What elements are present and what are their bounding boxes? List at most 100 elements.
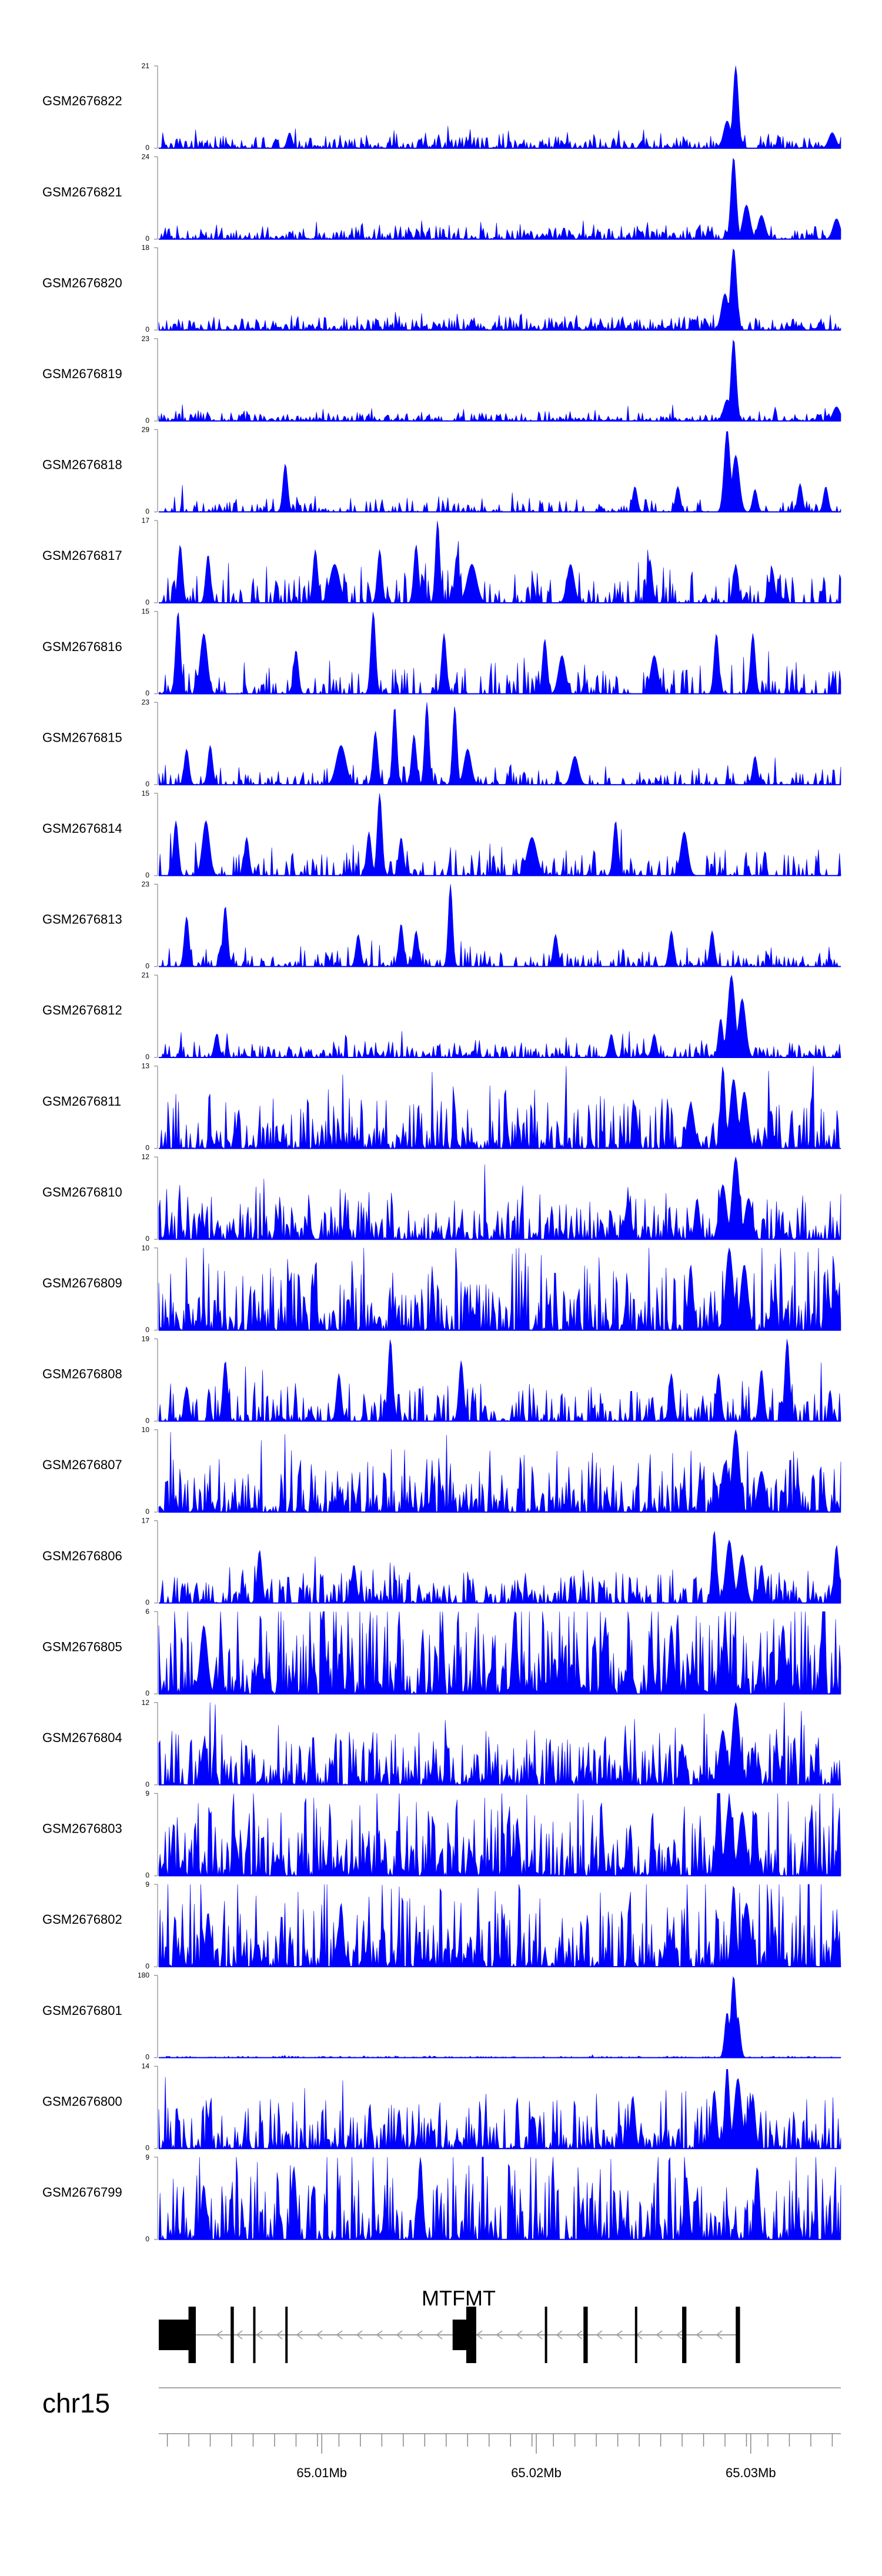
track-GSM2676817: GSM2676817 17 0: [42, 516, 841, 606]
coverage-area: [158, 65, 841, 149]
chromosome-label: chr15: [42, 2388, 110, 2418]
track-GSM2676816: GSM2676816 15 0: [42, 608, 841, 698]
strand-arrow: [476, 2330, 483, 2340]
y-tick-zero-label: 0: [145, 1144, 149, 1152]
strand-arrow: [376, 2330, 383, 2340]
genome-axis: chr15 65.01Mb 65.02Mb 65.03Mb: [42, 2387, 841, 2480]
coverage-area: [158, 1339, 841, 1422]
y-tick-zero-label: 0: [145, 416, 149, 425]
track-GSM2676801: GSM2676801 180 0: [42, 1971, 841, 2061]
axis-tick-label: 65.02Mb: [511, 2465, 562, 2480]
track-GSM2676800: GSM2676800 14 0: [42, 2062, 841, 2152]
gene-exon: [469, 2307, 476, 2363]
track-GSM2676821: GSM2676821 24 0: [42, 153, 841, 243]
y-tick-max-label: 12: [142, 1153, 150, 1161]
track-GSM2676802: GSM2676802 9 0: [42, 1880, 841, 1970]
y-tick-max-label: 19: [142, 1334, 150, 1343]
gene-exon: [253, 2307, 256, 2363]
y-tick-zero-label: 0: [145, 780, 149, 788]
y-tick-max-label: 21: [142, 971, 150, 979]
strand-arrow: [436, 2330, 443, 2340]
strand-arrow: [336, 2330, 343, 2340]
coverage-area: [159, 975, 841, 1059]
track-label: GSM2676811: [42, 1094, 121, 1109]
strand-arrow: [416, 2330, 423, 2340]
coverage-area: [158, 2069, 841, 2150]
coverage-area: [159, 520, 841, 604]
y-tick-max-label: 15: [142, 789, 150, 798]
coverage-area: [158, 1793, 841, 1877]
y-tick-zero-label: 0: [145, 1053, 149, 1061]
track-label: GSM2676814: [42, 821, 122, 836]
track-label: GSM2676815: [42, 730, 122, 745]
strand-arrow: [276, 2330, 283, 2340]
track-GSM2676808: GSM2676808 19 0: [42, 1334, 841, 1424]
gene-exon-edge: [188, 2307, 193, 2363]
track-label: GSM2676817: [42, 548, 122, 563]
track-label: GSM2676803: [42, 1821, 122, 1836]
y-tick-max-label: 180: [138, 1971, 149, 1980]
strand-arrow: [316, 2330, 323, 2340]
track-label: GSM2676807: [42, 1457, 122, 1472]
strand-arrow: [536, 2330, 543, 2340]
y-tick-zero-label: 0: [145, 871, 149, 879]
track-label: GSM2676806: [42, 1549, 122, 1563]
y-tick-max-label: 14: [142, 2062, 150, 2070]
track-label: GSM2676809: [42, 1276, 122, 1290]
track-label: GSM2676813: [42, 912, 122, 927]
y-tick-max-label: 29: [142, 425, 150, 433]
y-tick-max-label: 6: [145, 1607, 149, 1616]
y-tick-zero-label: 0: [145, 1689, 149, 1697]
y-tick-max-label: 17: [142, 516, 150, 525]
axis-tick-label: 65.01Mb: [296, 2465, 347, 2480]
gene-exon: [159, 2320, 192, 2350]
y-tick-max-label: 9: [145, 1880, 149, 1888]
gene-track: MTFMT: [159, 2286, 740, 2363]
strand-arrow: [256, 2330, 263, 2340]
track-label: GSM2676802: [42, 1912, 122, 1927]
y-tick-max-label: 12: [142, 1699, 150, 1707]
strand-arrow: [556, 2330, 563, 2340]
track-label: GSM2676822: [42, 94, 122, 108]
y-tick-zero-label: 0: [145, 507, 149, 515]
track-label: GSM2676818: [42, 458, 122, 472]
y-tick-max-label: 9: [145, 1789, 149, 1797]
coverage-area: [158, 1611, 841, 1695]
coverage-area: [159, 1531, 841, 1604]
track-GSM2676812: GSM2676812 21 0: [42, 971, 841, 1061]
gene-exon: [285, 2307, 288, 2363]
y-tick-zero-label: 0: [145, 598, 149, 606]
gene-exon-edge: [192, 2307, 196, 2363]
coverage-area: [158, 248, 841, 331]
coverage-area: [159, 1976, 841, 2058]
coverage-area: [158, 1247, 841, 1331]
track-label: GSM2676821: [42, 185, 122, 199]
track-GSM2676819: GSM2676819 23 0: [42, 335, 841, 425]
y-tick-zero-label: 0: [145, 1780, 149, 1788]
y-tick-max-label: 24: [142, 153, 150, 161]
track-GSM2676799: GSM2676799 9 0: [42, 2153, 841, 2243]
coverage-area: [158, 612, 841, 695]
y-tick-max-label: 17: [142, 1517, 150, 1525]
track-label: GSM2676800: [42, 2094, 122, 2108]
coverage-area: [158, 1429, 841, 1513]
coverage-tracks: GSM2676822210GSM2676821240GSM2676820180G…: [42, 62, 841, 2243]
track-GSM2676805: GSM2676805 6 0: [42, 1607, 841, 1697]
track-GSM2676804: GSM2676804 12 0: [42, 1699, 841, 1788]
gene-exon: [230, 2307, 234, 2363]
track-label: GSM2676820: [42, 275, 122, 290]
axis-tick-label: 65.03Mb: [726, 2465, 776, 2480]
gene-exon: [682, 2307, 687, 2363]
y-tick-zero-label: 0: [145, 1962, 149, 1970]
y-tick-max-label: 18: [142, 243, 150, 252]
strand-arrow: [576, 2330, 583, 2340]
y-tick-zero-label: 0: [145, 689, 149, 698]
track-label: GSM2676808: [42, 1367, 122, 1382]
strand-arrow: [516, 2330, 523, 2340]
coverage-area: [158, 158, 841, 240]
track-label: GSM2676816: [42, 639, 122, 654]
track-GSM2676807: GSM2676807 10 0: [42, 1426, 841, 1516]
track-label: GSM2676801: [42, 2003, 122, 2018]
gene-exon: [544, 2307, 547, 2363]
